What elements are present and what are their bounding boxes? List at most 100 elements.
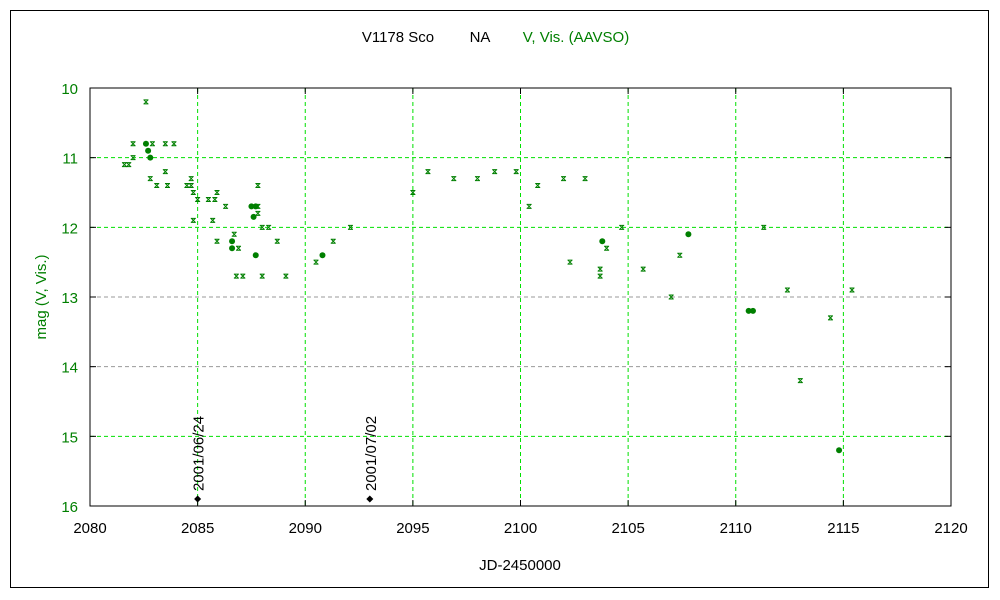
- vis-data-point: [171, 141, 177, 147]
- v-data-point: [252, 203, 259, 210]
- vis-data-point: [474, 176, 480, 182]
- annotation-label: 2001/07/02: [363, 416, 380, 491]
- x-tick-label: 2115: [827, 520, 859, 537]
- vis-data-point: [205, 196, 211, 202]
- vis-data-point: [184, 183, 190, 189]
- chart-title-bands: V, Vis. (AAVSO): [523, 29, 629, 46]
- v-data-point: [248, 203, 255, 210]
- vis-data-point: [619, 224, 625, 230]
- vis-data-point: [410, 190, 416, 195]
- y-tick-label: 11: [62, 151, 78, 168]
- v-data-point: [745, 307, 752, 314]
- x-tick-label: 2080: [73, 520, 106, 537]
- annotations: 2001/06/24 2001/07/02: [191, 416, 380, 503]
- vis-data-point: [604, 245, 610, 251]
- vis-data-point: [274, 238, 280, 244]
- vis-data-point: [164, 183, 170, 189]
- vis-data-point: [143, 99, 149, 105]
- vis-data-point: [236, 245, 242, 251]
- y-tick-label: 14: [61, 360, 78, 377]
- v-data-point: [145, 147, 152, 154]
- vis-data-point: [162, 141, 168, 147]
- vis-data-point: [121, 162, 127, 168]
- chart-title-type: NA: [470, 29, 491, 46]
- x-tick-label: 2095: [396, 520, 429, 537]
- vis-data-point: [210, 217, 216, 223]
- vis-data-point: [582, 176, 588, 182]
- chart-frame: [10, 10, 989, 588]
- v-data-point: [252, 252, 259, 259]
- vis-data-point: [283, 273, 289, 279]
- y-tick-label: 12: [61, 220, 78, 237]
- y-tick-label: 16: [61, 499, 78, 516]
- v-data-point: [319, 252, 326, 259]
- vis-data-point: [561, 176, 567, 182]
- y-tick-label: 13: [61, 290, 78, 307]
- vis-data-point: [513, 169, 519, 175]
- x-tick-label: 2105: [611, 520, 644, 537]
- vis-data-point: [849, 287, 855, 293]
- data-marks: [121, 99, 855, 454]
- v-data-point: [749, 307, 756, 314]
- y-axis-label: mag (V, Vis.): [33, 254, 50, 339]
- v-data-point: [599, 238, 606, 245]
- vis-data-point: [640, 266, 646, 272]
- vis-data-point: [162, 169, 168, 175]
- v-data-point: [142, 140, 149, 147]
- vis-data-point: [677, 252, 683, 258]
- vis-data-point: [130, 155, 136, 161]
- vis-data-point: [214, 238, 220, 244]
- chart-title-star: V1178 Sco: [362, 29, 434, 46]
- vis-data-point: [190, 217, 196, 223]
- vis-data-point: [233, 273, 239, 279]
- vis-data-point: [154, 183, 160, 189]
- x-tick-label: 2110: [720, 520, 752, 537]
- vis-data-point: [526, 203, 532, 209]
- grid: [90, 88, 951, 506]
- annotation-marker: [366, 495, 374, 503]
- vis-data-point: [130, 141, 136, 147]
- vis-data-point: [266, 224, 272, 230]
- vis-data-point: [240, 273, 246, 279]
- vis-data-point: [259, 224, 265, 230]
- vis-data-point: [761, 224, 767, 230]
- vis-data-point: [255, 183, 261, 189]
- v-data-point: [836, 447, 843, 454]
- vis-data-point: [190, 190, 196, 195]
- vis-data-point: [195, 196, 201, 202]
- vis-data-point: [188, 176, 194, 182]
- y-tick-label: 15: [61, 429, 78, 446]
- v-data-point: [685, 231, 692, 238]
- vis-data-point: [535, 183, 541, 189]
- vis-data-point: [784, 287, 790, 293]
- vis-data-point: [188, 183, 194, 189]
- vis-data-point: [492, 169, 498, 175]
- annotation-label: 2001/06/24: [191, 416, 208, 491]
- vis-data-point: [255, 210, 261, 216]
- vis-data-point: [797, 378, 803, 384]
- vis-data-point: [149, 141, 155, 147]
- vis-data-point: [313, 259, 319, 265]
- vis-data-point: [347, 224, 353, 230]
- vis-data-point: [214, 190, 220, 195]
- vis-data-point: [597, 266, 603, 272]
- x-tick-label: 2090: [289, 520, 322, 537]
- annotation-marker: [194, 495, 202, 503]
- vis-data-point: [451, 176, 457, 182]
- x-axis-label: JD-2450000: [479, 557, 561, 574]
- v-data-point: [147, 154, 154, 161]
- vis-data-point: [231, 231, 237, 237]
- vis-data-point: [330, 238, 336, 244]
- vis-data-point: [212, 196, 218, 202]
- vis-data-point: [425, 169, 431, 175]
- v-data-point: [229, 245, 236, 252]
- x-tick-label: 2085: [181, 520, 214, 537]
- vis-data-point: [259, 273, 265, 279]
- x-tick-label: 2120: [934, 520, 967, 537]
- vis-data-point: [668, 294, 674, 300]
- vis-data-point: [567, 259, 573, 265]
- vis-data-point: [597, 273, 603, 279]
- vis-data-point: [147, 176, 153, 182]
- v-data-point: [250, 213, 257, 220]
